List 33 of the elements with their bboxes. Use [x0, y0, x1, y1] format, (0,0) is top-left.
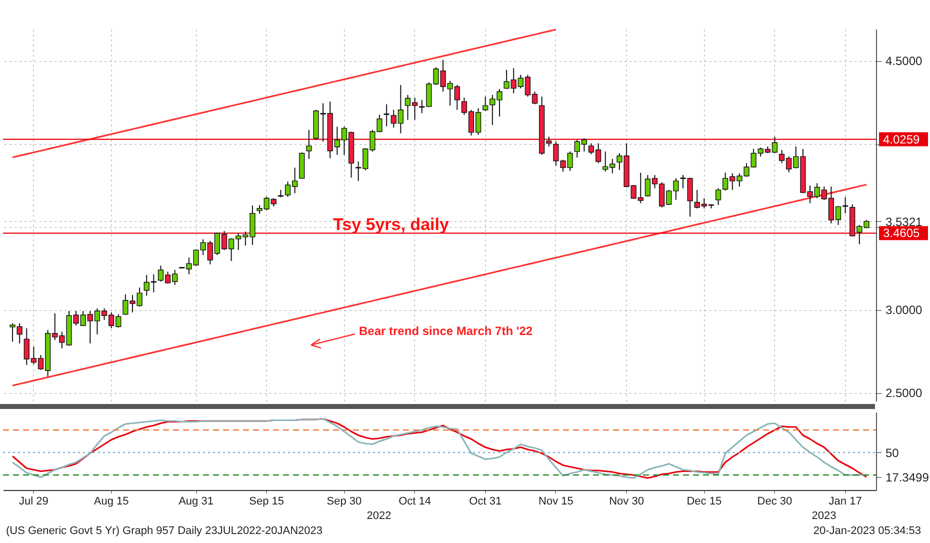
text: 2023 [812, 510, 836, 522]
x-tick-label: Jan 17 [828, 496, 862, 508]
annotation: Bear trend since March 7th '22 [359, 324, 533, 338]
y-tick-label: 3.5321 [886, 214, 923, 229]
candlestick [482, 96, 488, 112]
x-tick-label: Nov 15 [538, 496, 574, 508]
ref-line-label: 4.0259 [883, 132, 920, 146]
candlestick [306, 129, 312, 160]
text: Tsy 5yrs, daily [333, 215, 450, 234]
y-tick-label: 4.5000 [886, 54, 923, 68]
x-tick-label: Aug 15 [94, 496, 129, 508]
x-tick-label: Sep 15 [249, 496, 284, 508]
y-tick-label: 17.3499 [886, 470, 930, 484]
x-tick-label: Oct 14 [398, 496, 431, 508]
x-tick-label: Aug 31 [178, 496, 214, 508]
x-tick-label: Sep 30 [326, 496, 362, 508]
y-tick-label: 50 [886, 446, 900, 460]
y-tick-label: 3.0000 [886, 303, 923, 318]
x-tick-label: Dec 30 [757, 496, 792, 508]
text: (US Generic Govt 5 Yr) Graph 957 Daily 23JUL2022-20JAN2023 [6, 525, 323, 537]
line-series [12, 28, 557, 158]
x-tick-label: Dec 15 [686, 496, 722, 508]
text: 20-Jan-2023 05:34:53 [813, 525, 921, 537]
candlestick [715, 188, 722, 206]
line-series [12, 184, 868, 386]
ref-line-label: 3.4605 [883, 226, 920, 240]
y-tick-label: 2.5000 [886, 386, 923, 400]
line-series [12, 418, 868, 479]
x-tick-label: Nov 30 [609, 496, 644, 508]
x-tick-label: Oct 31 [469, 496, 502, 508]
x-tick-label: Jul 29 [19, 496, 48, 508]
text: 2022 [366, 510, 392, 522]
candlestick [384, 104, 390, 127]
